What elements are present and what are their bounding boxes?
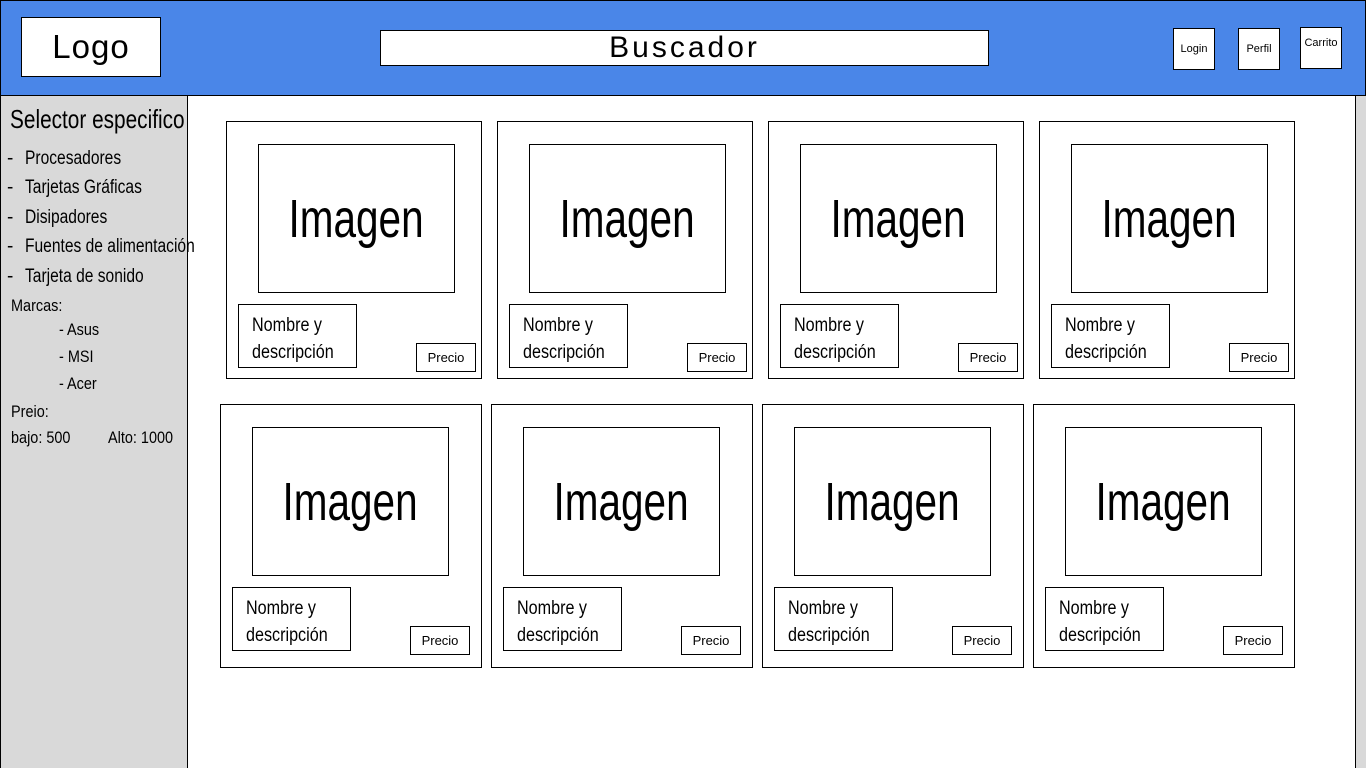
category-label: Fuentes de alimentación [25, 236, 195, 258]
product-name-line2: descripción [1059, 625, 1141, 646]
product-image[interactable]: Imagen [252, 427, 449, 576]
product-name-line2: descripción [1065, 342, 1147, 363]
product-name-line1: Nombre y [517, 598, 588, 619]
category-label: Procesadores [25, 147, 122, 169]
product-description[interactable]: Nombre y descripción [1051, 304, 1170, 368]
product-description[interactable]: Nombre y descripción [1045, 587, 1164, 651]
product-name-line1: Nombre y [252, 315, 323, 336]
product-price[interactable]: Precio [416, 343, 476, 372]
product-description[interactable]: Nombre y descripción [238, 304, 357, 368]
product-image[interactable]: Imagen [794, 427, 991, 576]
perfil-button[interactable]: Perfil [1238, 28, 1280, 70]
sidebar-title: Selector especifico [10, 104, 185, 134]
product-image-label: Imagen [830, 188, 967, 249]
brand-list: - Asus - MSI - Acer [59, 320, 106, 401]
price-label: Preio: [11, 402, 49, 421]
product-price[interactable]: Precio [410, 626, 470, 655]
category-label: Disipadores [25, 206, 108, 228]
brand-item-msi[interactable]: - MSI [59, 347, 94, 366]
category-item-tarjetas-graficas[interactable]: - Tarjetas Gráficas [7, 177, 142, 199]
product-name-line1: Nombre y [1065, 315, 1136, 336]
product-name-line1: Nombre y [246, 598, 317, 619]
product-card[interactable]: Imagen Nombre y descripción Precio [226, 121, 482, 379]
category-label: Tarjetas Gráficas [25, 177, 142, 199]
product-name-line1: Nombre y [1059, 598, 1130, 619]
product-name-line2: descripción [517, 625, 599, 646]
product-name-line2: descripción [788, 625, 870, 646]
product-name-line1: Nombre y [794, 315, 865, 336]
product-card[interactable]: Imagen Nombre y descripción Precio [1039, 121, 1295, 379]
product-card[interactable]: Imagen Nombre y descripción Precio [768, 121, 1024, 379]
product-image-label: Imagen [1095, 471, 1232, 532]
product-image-label: Imagen [553, 471, 690, 532]
product-card[interactable]: Imagen Nombre y descripción Precio [762, 404, 1024, 668]
product-image[interactable]: Imagen [1071, 144, 1268, 293]
product-name-line1: Nombre y [523, 315, 594, 336]
product-image-label: Imagen [288, 188, 425, 249]
product-image[interactable]: Imagen [800, 144, 997, 293]
sidebar: Selector especifico - Procesadores - Tarje… [0, 96, 195, 768]
brand-item-acer[interactable]: - Acer [59, 374, 97, 393]
product-name-line2: descripción [523, 342, 605, 363]
product-image-label: Imagen [824, 471, 961, 532]
logo[interactable]: Logo [21, 17, 161, 77]
product-image[interactable]: Imagen [258, 144, 455, 293]
brand-item-asus[interactable]: - Asus [59, 320, 100, 339]
product-description[interactable]: Nombre y descripción [232, 587, 351, 651]
product-description[interactable]: Nombre y descripción [774, 587, 893, 651]
category-item-procesadores[interactable]: - Procesadores [7, 147, 122, 169]
product-description[interactable]: Nombre y descripción [509, 304, 628, 368]
product-image-label: Imagen [282, 471, 419, 532]
search-input[interactable]: Buscador [380, 30, 989, 66]
product-card[interactable]: Imagen Nombre y descripción Precio [1033, 404, 1295, 668]
login-button[interactable]: Login [1173, 28, 1215, 70]
category-list: - Procesadores - Tarjetas Gráficas - Disipa… [7, 144, 232, 292]
product-name-line2: descripción [246, 625, 328, 646]
product-grid: Imagen Nombre y descripción Precio Imagen Nom… [220, 115, 1310, 685]
price-high[interactable]: Alto: 1000 [108, 428, 174, 447]
product-image-label: Imagen [1101, 188, 1238, 249]
product-image-label: Imagen [559, 188, 696, 249]
product-image[interactable]: Imagen [529, 144, 726, 293]
scrollbar[interactable] [1355, 96, 1366, 768]
header-bar: Logo Buscador Login Perfil Carrito [0, 0, 1366, 96]
product-price[interactable]: Precio [1229, 343, 1289, 372]
brands-label: Marcas: [11, 296, 63, 315]
category-item-disipadores[interactable]: - Disipadores [7, 206, 108, 228]
carrito-button[interactable]: Carrito [1300, 27, 1342, 69]
product-price[interactable]: Precio [958, 343, 1018, 372]
category-item-tarjeta-sonido[interactable]: - Tarjeta de sonido [7, 265, 144, 287]
product-card[interactable]: Imagen Nombre y descripción Precio [491, 404, 753, 668]
product-name-line2: descripción [794, 342, 876, 363]
product-card[interactable]: Imagen Nombre y descripción Precio [220, 404, 482, 668]
category-item-fuentes[interactable]: - Fuentes de alimentación [7, 236, 195, 258]
product-price[interactable]: Precio [687, 343, 747, 372]
product-description[interactable]: Nombre y descripción [503, 587, 622, 651]
price-low[interactable]: bajo: 500 [11, 428, 71, 447]
product-image[interactable]: Imagen [1065, 427, 1262, 576]
product-price[interactable]: Precio [952, 626, 1012, 655]
product-price[interactable]: Precio [681, 626, 741, 655]
product-price[interactable]: Precio [1223, 626, 1283, 655]
product-card[interactable]: Imagen Nombre y descripción Precio [497, 121, 753, 379]
product-name-line1: Nombre y [788, 598, 859, 619]
product-name-line2: descripción [252, 342, 334, 363]
product-image[interactable]: Imagen [523, 427, 720, 576]
category-label: Tarjeta de sonido [25, 265, 144, 287]
product-description[interactable]: Nombre y descripción [780, 304, 899, 368]
